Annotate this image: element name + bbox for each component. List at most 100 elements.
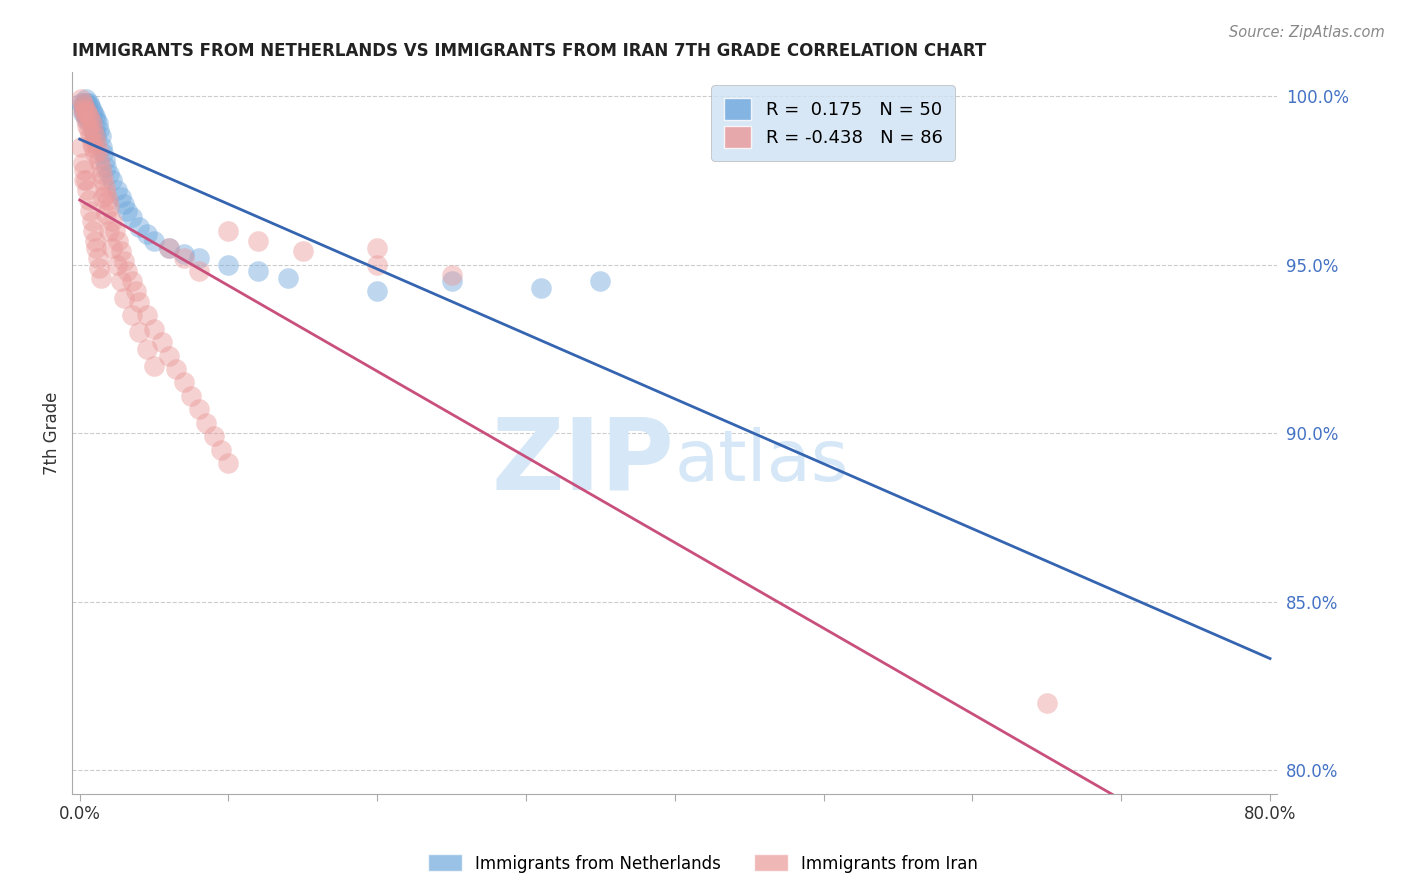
Point: [195, 416, 218, 430]
Point: [80, 116, 103, 130]
Point: [143, 234, 166, 248]
Point: [165, 362, 187, 376]
Point: [84, 136, 107, 151]
Point: [75, 112, 97, 127]
Point: [82, 224, 104, 238]
Point: [82, 106, 104, 120]
Point: [83, 129, 105, 144]
Point: [72, 99, 94, 113]
Point: [75, 173, 97, 187]
Point: [135, 342, 157, 356]
Point: [98, 224, 121, 238]
Point: [173, 376, 195, 390]
Point: [112, 254, 135, 268]
Point: [97, 194, 120, 208]
Point: [80, 136, 103, 151]
Point: [187, 264, 209, 278]
Point: [135, 308, 157, 322]
Point: [104, 224, 127, 238]
Point: [84, 112, 107, 127]
Point: [117, 203, 139, 218]
Point: [96, 186, 118, 201]
Legend: R =  0.175   N = 50, R = -0.438   N = 86: R = 0.175 N = 50, R = -0.438 N = 86: [711, 85, 955, 161]
Point: [112, 197, 135, 211]
Point: [89, 129, 111, 144]
Point: [530, 281, 553, 295]
Point: [76, 95, 98, 110]
Point: [157, 349, 180, 363]
Point: [75, 92, 97, 106]
Point: [150, 334, 173, 349]
Point: [84, 129, 107, 144]
Point: [83, 109, 105, 123]
Point: [247, 264, 270, 278]
Point: [125, 285, 148, 299]
Point: [72, 106, 94, 120]
Point: [86, 116, 108, 130]
Point: [217, 258, 239, 272]
Point: [440, 268, 463, 282]
Point: [70, 95, 93, 110]
Point: [77, 194, 100, 208]
Point: [82, 122, 104, 136]
Point: [110, 274, 132, 288]
Point: [76, 183, 98, 197]
Text: IMMIGRANTS FROM NETHERLANDS VS IMMIGRANTS FROM IRAN 7TH GRADE CORRELATION CHART: IMMIGRANTS FROM NETHERLANDS VS IMMIGRANT…: [72, 42, 987, 60]
Point: [105, 183, 128, 197]
Point: [77, 95, 100, 110]
Point: [89, 160, 111, 174]
Point: [105, 258, 128, 272]
Point: [128, 220, 150, 235]
Point: [180, 389, 202, 403]
Point: [187, 402, 209, 417]
Point: [101, 173, 124, 187]
Point: [75, 103, 97, 117]
Point: [79, 129, 101, 144]
Point: [70, 92, 93, 106]
Point: [73, 173, 96, 187]
Point: [70, 139, 93, 153]
Point: [75, 109, 97, 123]
Point: [77, 109, 100, 123]
Point: [84, 241, 107, 255]
Point: [73, 163, 96, 178]
Point: [79, 112, 101, 127]
Point: [366, 285, 388, 299]
Point: [87, 122, 110, 136]
Point: [86, 143, 108, 157]
Point: [143, 359, 166, 373]
Point: [291, 244, 314, 258]
Point: [143, 321, 166, 335]
Point: [209, 442, 232, 457]
Point: [87, 260, 110, 275]
Point: [73, 99, 96, 113]
Point: [76, 120, 98, 134]
Point: [72, 95, 94, 110]
Legend: Immigrants from Netherlands, Immigrants from Iran: Immigrants from Netherlands, Immigrants …: [422, 847, 984, 880]
Point: [79, 203, 101, 218]
Point: [93, 146, 115, 161]
Point: [73, 103, 96, 117]
Point: [107, 234, 129, 248]
Point: [121, 211, 143, 225]
Point: [247, 234, 270, 248]
Point: [202, 429, 225, 443]
Point: [135, 227, 157, 242]
Point: [101, 213, 124, 227]
Point: [83, 126, 105, 140]
Point: [187, 251, 209, 265]
Point: [110, 244, 132, 258]
Point: [79, 112, 101, 127]
Point: [80, 103, 103, 117]
Point: [80, 213, 103, 227]
Point: [72, 103, 94, 117]
Point: [94, 153, 117, 167]
Point: [96, 207, 118, 221]
Point: [157, 241, 180, 255]
Point: [72, 156, 94, 170]
Text: Source: ZipAtlas.com: Source: ZipAtlas.com: [1229, 25, 1385, 40]
Point: [217, 456, 239, 470]
Point: [101, 241, 124, 255]
Point: [217, 224, 239, 238]
Point: [98, 200, 121, 214]
